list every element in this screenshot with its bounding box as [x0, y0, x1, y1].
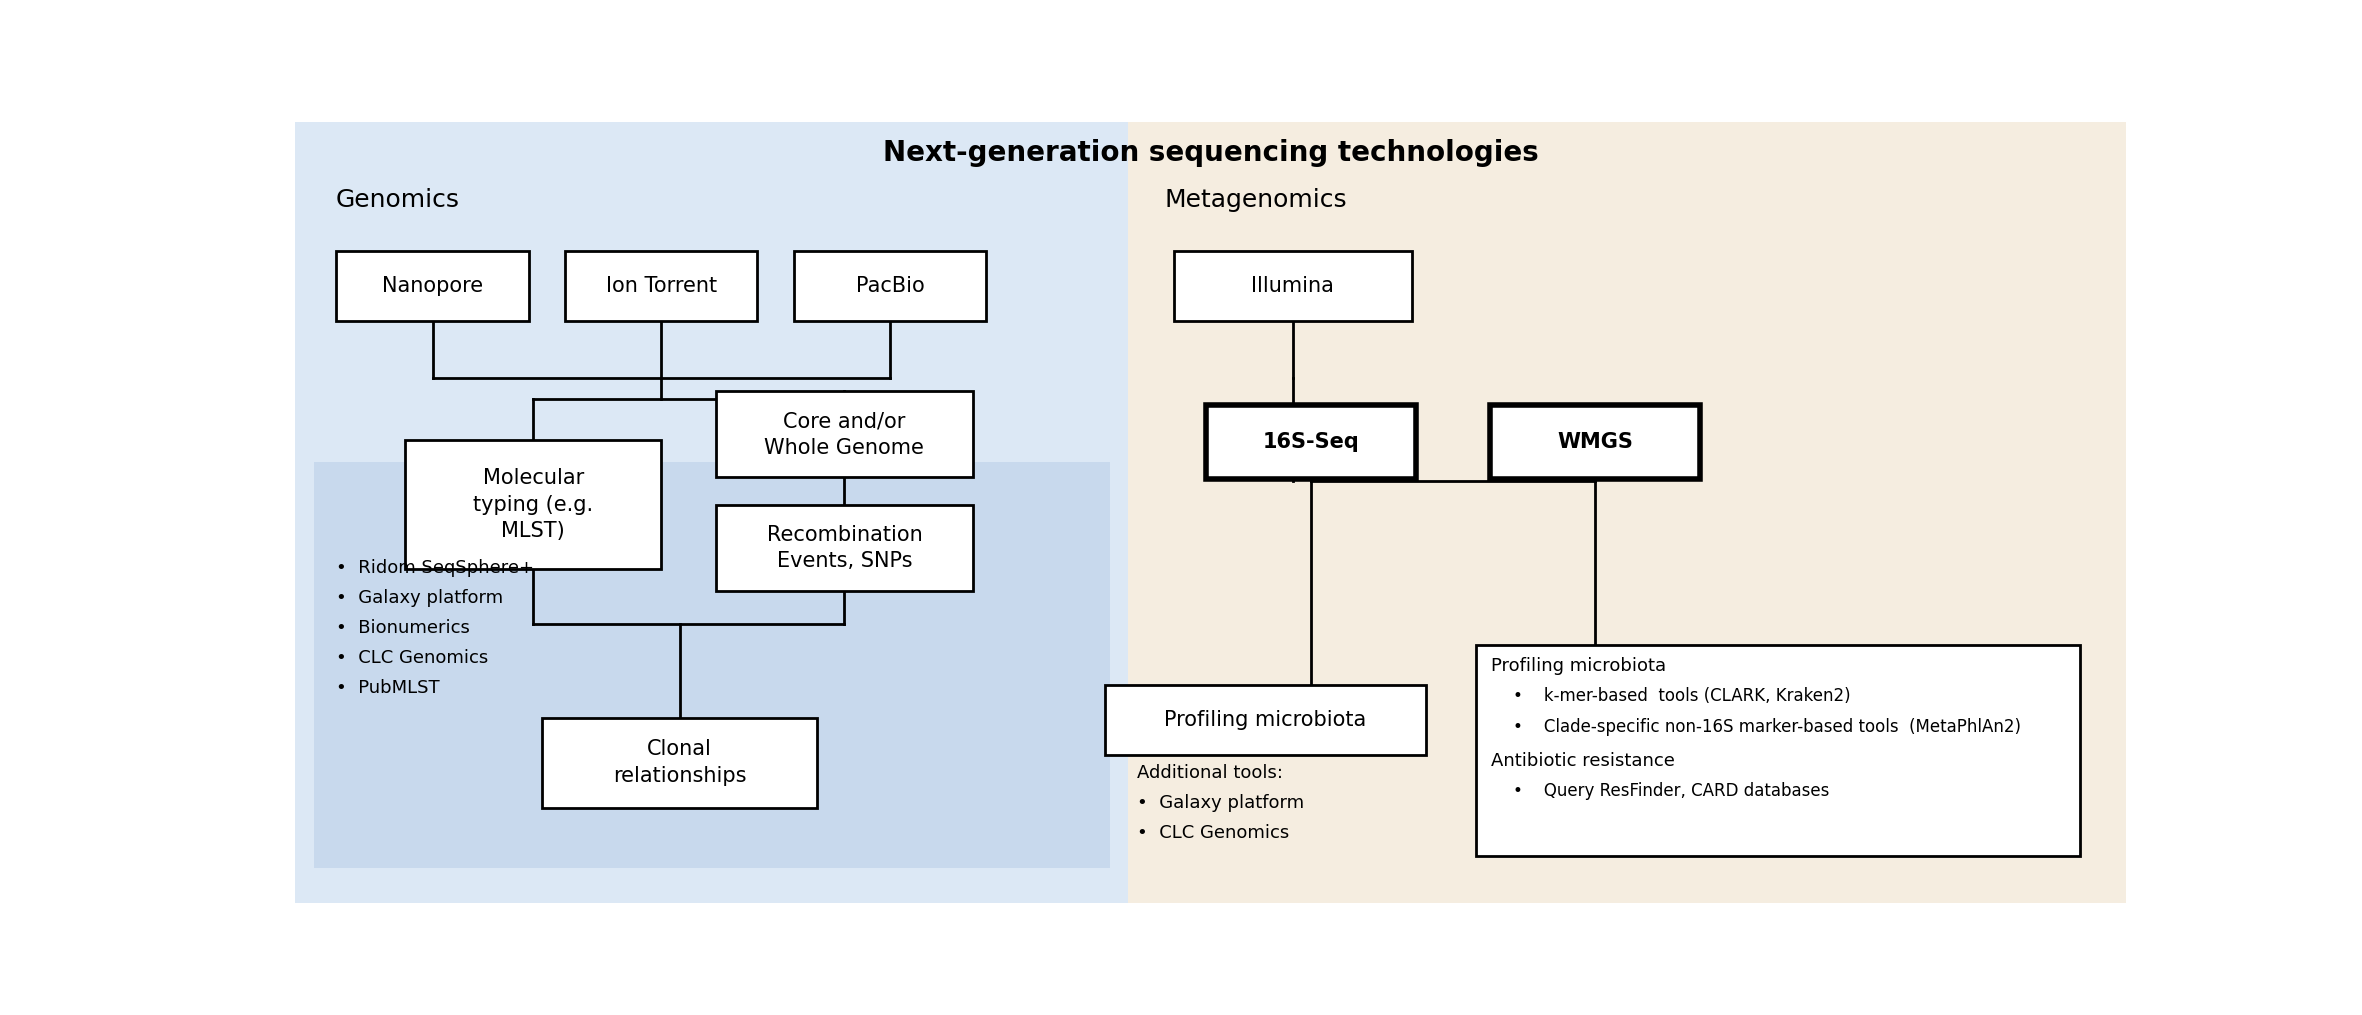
- Text: Molecular
typing (e.g.
MLST): Molecular typing (e.g. MLST): [472, 468, 593, 541]
- Bar: [716, 504, 973, 591]
- Text: Recombination
Events, SNPs: Recombination Events, SNPs: [768, 525, 921, 571]
- Bar: [335, 251, 529, 321]
- Text: Nanopore: Nanopore: [383, 276, 484, 296]
- Text: Profiling microbiota: Profiling microbiota: [1164, 709, 1368, 730]
- Text: PacBio: PacBio: [855, 276, 924, 296]
- Text: •    Query ResFinder, CARD databases: • Query ResFinder, CARD databases: [1512, 782, 1828, 800]
- Bar: [1105, 684, 1427, 755]
- Bar: [1129, 122, 2126, 903]
- Text: Metagenomics: Metagenomics: [1164, 188, 1346, 212]
- Bar: [406, 441, 661, 569]
- Text: Ion Torrent: Ion Torrent: [605, 276, 718, 296]
- Text: Genomics: Genomics: [335, 188, 461, 212]
- Text: •    Clade-specific non-16S marker-based tools  (MetaPhlAn2): • Clade-specific non-16S marker-based to…: [1512, 718, 2020, 736]
- Text: Next-generation sequencing technologies: Next-generation sequencing technologies: [883, 139, 1538, 167]
- Text: Clonal
relationships: Clonal relationships: [612, 740, 746, 786]
- Bar: [1174, 251, 1412, 321]
- Text: Illumina: Illumina: [1252, 276, 1335, 296]
- Text: Profiling microbiota: Profiling microbiota: [1490, 657, 1665, 675]
- Text: Additional tools:
•  Galaxy platform
•  CLC Genomics: Additional tools: • Galaxy platform • CL…: [1138, 764, 1304, 842]
- Bar: [565, 251, 758, 321]
- Bar: [794, 251, 987, 321]
- Text: Antibiotic resistance: Antibiotic resistance: [1490, 752, 1675, 770]
- Text: Core and/or
Whole Genome: Core and/or Whole Genome: [765, 411, 924, 458]
- Bar: [1476, 646, 2081, 857]
- Text: •  Ridom SeqSphere+
•  Galaxy platform
•  Bionumerics
•  CLC Genomics
•  PubMLST: • Ridom SeqSphere+ • Galaxy platform • B…: [335, 559, 534, 697]
- Bar: [1207, 405, 1417, 479]
- Bar: [543, 718, 817, 808]
- Bar: [314, 462, 1110, 868]
- Bar: [295, 122, 1129, 903]
- Text: WMGS: WMGS: [1557, 432, 1632, 453]
- Bar: [716, 392, 973, 477]
- Text: •    k-mer-based  tools (CLARK, Kraken2): • k-mer-based tools (CLARK, Kraken2): [1512, 687, 1849, 704]
- Text: 16S-Seq: 16S-Seq: [1264, 432, 1361, 453]
- Bar: [1490, 405, 1701, 479]
